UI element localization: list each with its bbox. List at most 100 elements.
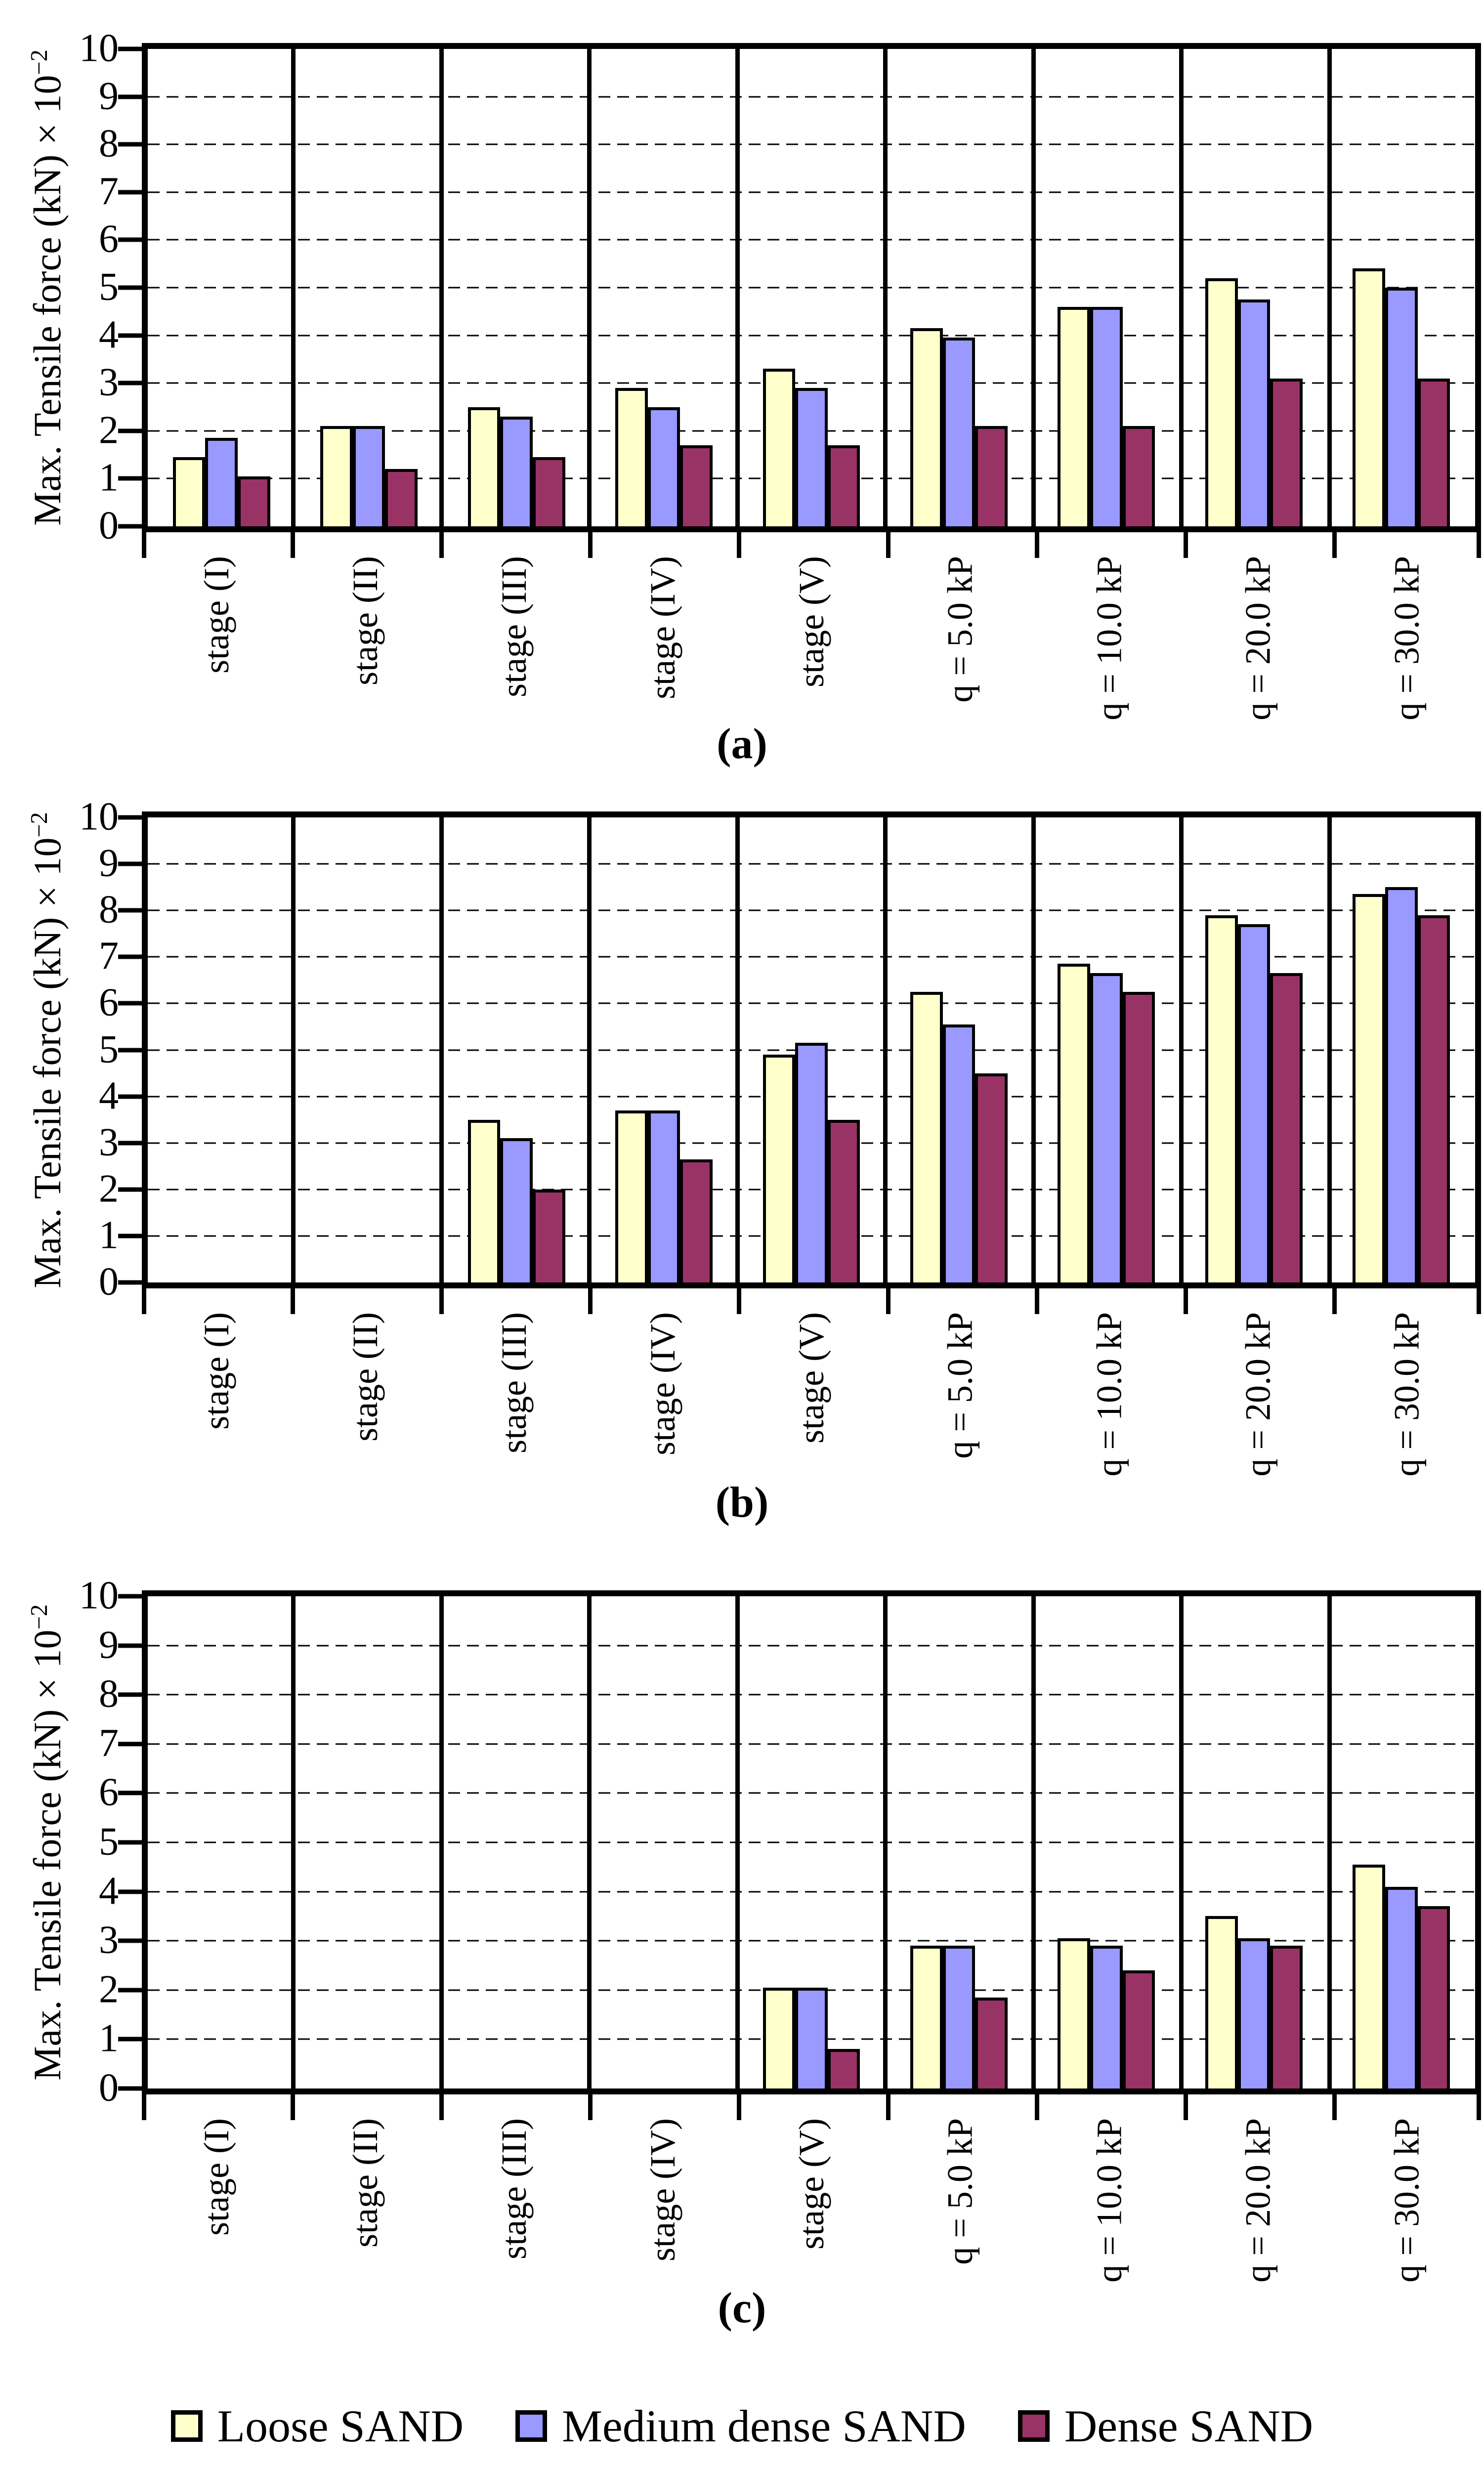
y-tick-label: 7	[99, 1721, 119, 1765]
x-tick	[1034, 2094, 1039, 2120]
x-tick	[737, 2094, 742, 2120]
bar-loose-sand	[910, 1946, 943, 2088]
y-tick	[118, 1001, 142, 1006]
bar-medium-dense-sand	[942, 1946, 975, 2088]
gridline	[148, 1891, 1475, 1893]
x-tick	[291, 532, 296, 558]
bar-medium-dense-sand	[1090, 973, 1123, 1282]
y-tick-label: 10	[79, 26, 119, 70]
x-category-label: q = 20.0 kP	[1238, 2118, 1278, 2283]
x-tick	[737, 532, 742, 558]
y-tick	[118, 476, 142, 481]
x-tick	[439, 532, 444, 558]
y-tick-label: 2	[99, 408, 119, 452]
y-tick	[118, 94, 142, 99]
bar-medium-dense-sand	[205, 438, 238, 526]
y-tick-label: 4	[99, 1869, 119, 1913]
y-tick-label: 9	[99, 841, 119, 885]
bars-layer	[148, 817, 1475, 1282]
y-tick-label: 4	[99, 1073, 119, 1117]
x-category-label: q = 10.0 kP	[1089, 556, 1129, 721]
x-tick	[1183, 532, 1188, 558]
bar-dense-sand	[680, 445, 713, 526]
y-tick-label: 5	[99, 1820, 119, 1864]
y-tick	[118, 524, 142, 529]
bar-dense-sand	[1270, 378, 1303, 526]
y-tick	[118, 1938, 142, 1943]
bar-loose-sand	[615, 387, 648, 526]
x-tick	[439, 1288, 444, 1314]
y-tick	[118, 1594, 142, 1599]
x-category-label: q = 20.0 kP	[1238, 1312, 1278, 1477]
x-category-label: stage (I)	[196, 2118, 236, 2236]
y-tick	[118, 1280, 142, 1285]
x-tick	[737, 1288, 742, 1314]
bar-medium-dense-sand	[647, 1110, 680, 1282]
x-category-label: stage (V)	[792, 1312, 831, 1444]
x-category-label: stage (IV)	[642, 2118, 682, 2261]
x-category-label: stage (III)	[494, 556, 534, 697]
bar-dense-sand	[1417, 915, 1450, 1282]
bar-dense-sand	[1122, 1970, 1155, 2088]
bar-medium-dense-sand	[1090, 1946, 1123, 2088]
y-tick-label: 5	[99, 1027, 119, 1071]
x-category-label: stage (III)	[494, 2118, 534, 2259]
y-tick-label: 8	[99, 1672, 119, 1716]
gridline	[148, 1743, 1475, 1745]
y-tick-label: 0	[99, 1260, 119, 1304]
y-tick-label: 9	[99, 1622, 119, 1666]
x-tick	[1477, 2094, 1481, 2120]
bar-loose-sand	[1058, 306, 1091, 526]
x-category-label: stage (V)	[792, 556, 831, 687]
x-category-label: q = 30.0 kP	[1387, 556, 1427, 721]
y-tick	[118, 190, 142, 195]
bar-dense-sand	[827, 2049, 860, 2088]
x-category-label: q = 30.0 kP	[1387, 1312, 1427, 1477]
x-category-label: stage (I)	[196, 1312, 236, 1430]
bar-loose-sand	[1058, 964, 1091, 1282]
gridline	[148, 1694, 1475, 1696]
y-tick-label: 7	[99, 934, 119, 978]
chart-caption-a: (a)	[717, 720, 767, 768]
plot-area-b	[142, 811, 1481, 1288]
bar-dense-sand	[1270, 1946, 1303, 2088]
x-category-label: stage (IV)	[642, 556, 682, 699]
bar-dense-sand	[532, 1189, 565, 1282]
x-tick	[588, 532, 593, 558]
y-tick	[118, 1141, 142, 1146]
y-tick-label: 0	[99, 2066, 119, 2110]
legend-item-loose-sand: Loose SAND	[170, 2400, 464, 2452]
x-tick	[142, 2094, 146, 2120]
x-tick	[1034, 532, 1039, 558]
bar-dense-sand	[1417, 378, 1450, 526]
x-tick	[1477, 532, 1481, 558]
legend-label: Loose SAND	[217, 2401, 464, 2451]
bar-dense-sand	[975, 426, 1008, 526]
bar-dense-sand	[1122, 991, 1155, 1282]
y-tick-label: 0	[99, 504, 119, 548]
y-tick-label: 2	[99, 1167, 119, 1211]
y-tick	[118, 1742, 142, 1747]
gridline	[148, 1841, 1475, 1843]
x-tick	[1183, 2094, 1188, 2120]
y-tick-label: 4	[99, 312, 119, 356]
y-tick	[118, 381, 142, 385]
y-tick	[118, 46, 142, 51]
bar-medium-dense-sand	[795, 387, 828, 526]
bar-loose-sand	[467, 1119, 501, 1282]
x-category-label: q = 5.0 kP	[940, 1312, 980, 1459]
legend-swatch-loose-sand	[170, 2410, 203, 2442]
x-axis-labels-b: stage (I) stage (II) stage (III) stage (IV)…	[142, 1298, 1481, 1496]
bar-loose-sand	[1058, 1938, 1091, 2088]
x-tick	[1034, 1288, 1039, 1314]
legend-swatch-dense-sand	[1018, 2410, 1050, 2442]
bar-loose-sand	[320, 426, 353, 526]
y-tick-label: 3	[99, 1120, 119, 1164]
bar-dense-sand	[975, 1997, 1008, 2088]
y-tick	[118, 1234, 142, 1238]
x-tick	[1332, 2094, 1337, 2120]
bar-medium-dense-sand	[500, 1138, 533, 1282]
y-tick-label: 1	[99, 2016, 119, 2060]
x-category-label: stage (II)	[345, 2118, 385, 2248]
